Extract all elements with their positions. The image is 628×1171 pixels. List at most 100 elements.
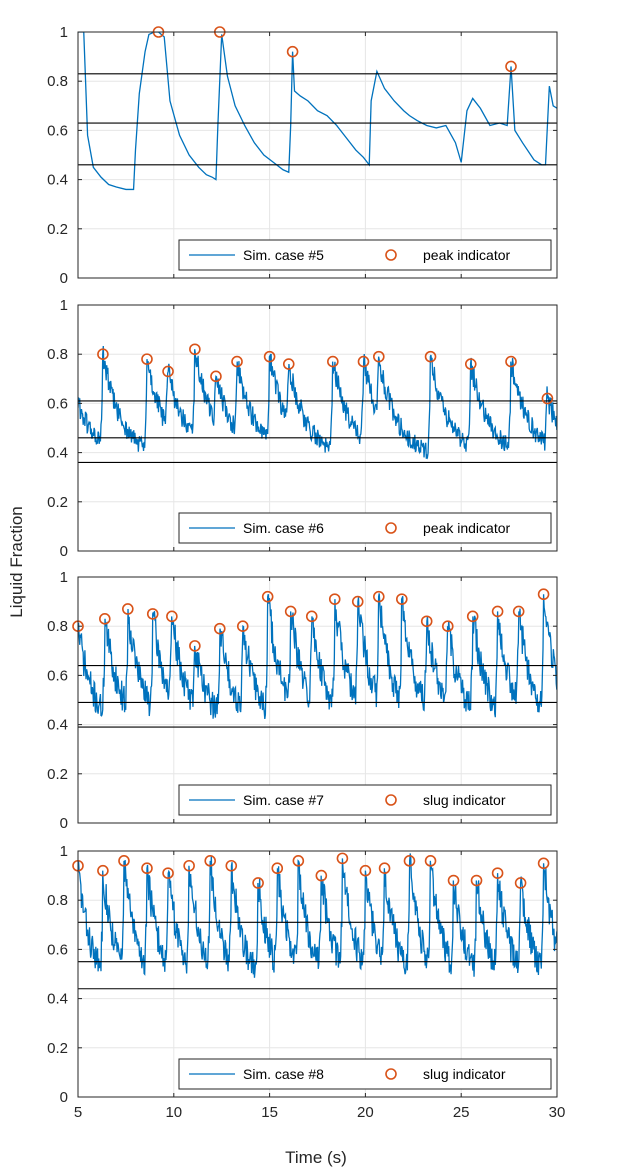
y-tick-label: 1 xyxy=(60,843,68,860)
legend-box xyxy=(178,239,552,271)
peak-marker xyxy=(537,857,550,870)
peak-marker xyxy=(141,862,153,875)
peak-marker xyxy=(403,855,416,867)
x-tick-label: 5 xyxy=(74,1104,82,1121)
legend-line-label: Sim. case #7 xyxy=(243,792,324,808)
legend-line-label: Sim. case #6 xyxy=(243,520,324,536)
peak-marker xyxy=(464,358,477,370)
peak-marker xyxy=(336,852,349,865)
legend-box xyxy=(178,1058,552,1090)
peak-marker xyxy=(118,855,130,867)
y-tick-label: 0.6 xyxy=(47,395,68,412)
peak-marker xyxy=(447,874,460,887)
y-tick-label: 0 xyxy=(60,815,68,832)
y-tick-label: 0.8 xyxy=(47,618,68,635)
axes-box xyxy=(77,576,558,824)
peak-marker xyxy=(210,370,222,383)
peak-marker xyxy=(97,864,109,877)
axes-box xyxy=(77,850,558,1098)
peak-marker xyxy=(512,605,525,618)
peak-marker xyxy=(514,877,527,889)
peak-marker xyxy=(162,365,174,378)
legend-box xyxy=(178,512,552,544)
peak-marker xyxy=(183,859,195,872)
y-tick-label: 0.8 xyxy=(47,892,68,909)
y-tick-label: 0.8 xyxy=(47,73,68,90)
peak-marker xyxy=(282,358,295,370)
peak-marker xyxy=(204,855,217,867)
peak-marker xyxy=(357,355,370,368)
peak-marker xyxy=(359,864,372,877)
legend-marker-swatch xyxy=(385,794,397,806)
y-tick-label: 0.6 xyxy=(47,941,68,958)
peak-marker xyxy=(541,392,554,405)
y-tick-label: 1 xyxy=(60,297,68,314)
peak-marker xyxy=(122,603,134,615)
x-tick-label: 20 xyxy=(357,1104,374,1121)
y-tick-label: 1 xyxy=(60,24,68,41)
y-tick-label: 0 xyxy=(60,270,68,287)
series-line xyxy=(78,32,557,191)
peak-marker xyxy=(351,595,364,608)
legend-line-label: Sim. case #5 xyxy=(243,247,324,263)
legend-marker-label: peak indicator xyxy=(423,520,511,536)
y-tick-label: 0.2 xyxy=(47,221,68,238)
plot-area xyxy=(78,32,557,278)
peak-marker xyxy=(284,605,297,618)
legend: Sim. case #8 slug indicator xyxy=(178,1058,552,1090)
legend-box xyxy=(178,784,552,816)
axes-box xyxy=(77,31,558,279)
peak-marker xyxy=(396,593,408,605)
y-tick-label: 0.2 xyxy=(47,1040,68,1057)
peak-marker xyxy=(213,622,226,635)
peak-marker xyxy=(225,859,238,872)
peak-marker xyxy=(373,350,385,363)
peak-marker xyxy=(97,348,109,361)
peak-marker xyxy=(327,355,339,368)
peak-marker xyxy=(491,605,504,618)
peak-marker xyxy=(141,353,153,365)
peak-marker xyxy=(236,620,249,633)
peak-marker xyxy=(424,350,437,363)
legend-marker-label: slug indicator xyxy=(423,792,506,808)
plot-area xyxy=(78,305,557,551)
peak-marker xyxy=(166,610,178,623)
x-axis-title: Time (s) xyxy=(285,1148,347,1167)
panel-2: 0 0.2 0.4 0.6 0.8 1 Sim. case #6 peak indicator xyxy=(47,297,558,560)
x-tick-label: 15 xyxy=(261,1104,278,1121)
peak-marker xyxy=(263,350,276,363)
panel-3: 0 0.2 0.4 0.6 0.8 1 Sim. case #7 slug indicator xyxy=(47,569,558,832)
peak-marker xyxy=(373,590,385,603)
legend: Sim. case #6 peak indicator xyxy=(178,512,552,544)
y-tick-label: 0.2 xyxy=(47,766,68,783)
series-line xyxy=(78,593,557,720)
peak-marker xyxy=(470,874,483,887)
panel-1: 0 0.2 0.4 0.6 0.8 1 Sim. case #5 peak indicator xyxy=(47,24,558,287)
peak-marker xyxy=(505,355,517,368)
peak-marker xyxy=(162,867,174,879)
x-tick-label: 10 xyxy=(165,1104,182,1121)
y-tick-label: 0.8 xyxy=(47,346,68,363)
peak-marker xyxy=(292,855,305,867)
peak-marker xyxy=(252,877,264,889)
legend: Sim. case #5 peak indicator xyxy=(178,239,552,271)
peak-marker xyxy=(189,640,201,652)
peak-marker xyxy=(420,615,433,628)
peak-marker xyxy=(286,45,299,58)
legend-marker-swatch xyxy=(385,1068,397,1080)
y-tick-label: 0 xyxy=(60,543,68,560)
peak-marker xyxy=(99,613,111,625)
peak-marker xyxy=(378,862,391,875)
peak-marker xyxy=(505,60,517,73)
peak-marker xyxy=(491,867,504,879)
series-line xyxy=(78,853,557,978)
y-tick-label: 0 xyxy=(60,1089,68,1106)
y-axis-title: Liquid Fraction xyxy=(7,506,26,618)
peak-marker xyxy=(328,593,341,605)
peak-marker xyxy=(315,869,328,882)
legend-marker-label: slug indicator xyxy=(423,1066,506,1082)
y-tick-label: 0.4 xyxy=(47,445,68,462)
peak-marker xyxy=(261,590,274,603)
